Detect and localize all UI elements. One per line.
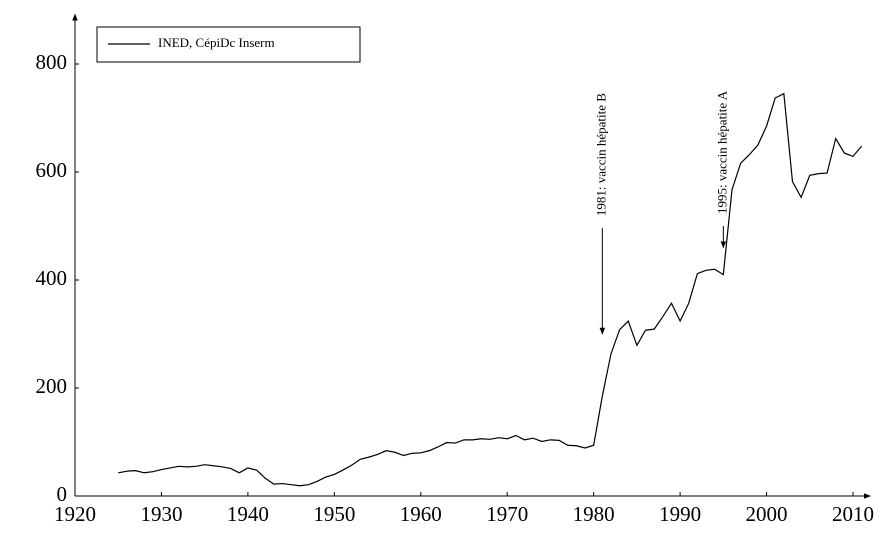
x-tick-label: 1950 [313,502,355,526]
y-tick-label: 400 [36,266,68,290]
x-tick-label: 1990 [659,502,701,526]
x-tick-label: 1930 [140,502,182,526]
y-tick-label: 0 [57,482,68,506]
x-tick-label: 1920 [54,502,96,526]
y-tick-label: 800 [36,50,68,74]
legend: INED, CépiDc Inserm [96,26,361,63]
annotation-text: 1995: vaccin hépatite A [714,90,729,214]
x-tick-label: 1960 [400,502,442,526]
x-tick-label: 1980 [573,502,615,526]
x-tick-label: 1940 [227,502,269,526]
x-tick-label: 2010 [832,502,874,526]
annotation-text: 1981: vaccin hépatite B [593,93,608,216]
y-tick-label: 600 [36,158,68,182]
legend-label: INED, CépiDc Inserm [158,35,275,50]
x-tick-label: 2000 [746,502,788,526]
y-tick-label: 200 [36,374,68,398]
line-series [118,92,863,487]
x-tick-label: 1970 [486,502,528,526]
